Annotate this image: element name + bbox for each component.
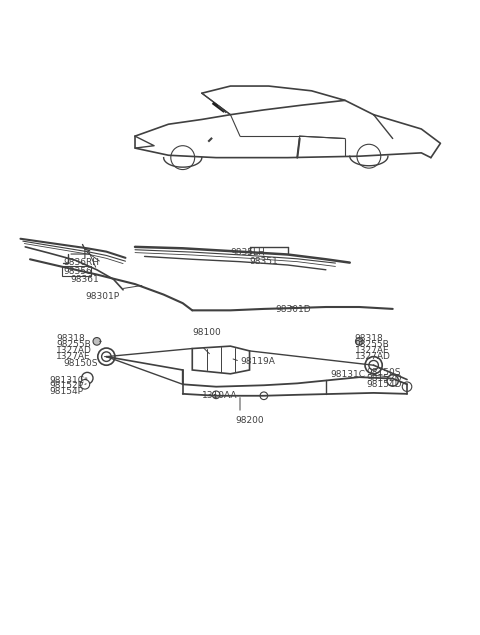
- Text: 98150S: 98150S: [366, 368, 401, 377]
- Text: 98356: 98356: [63, 267, 92, 276]
- Text: 1310AA: 1310AA: [202, 391, 237, 400]
- Circle shape: [93, 338, 101, 345]
- Text: 1327AE: 1327AE: [56, 352, 91, 361]
- Text: 1327AD: 1327AD: [355, 352, 390, 361]
- Text: 98255B: 98255B: [56, 340, 91, 349]
- Text: 98318: 98318: [56, 335, 85, 344]
- Text: 98150S: 98150S: [63, 359, 98, 368]
- Text: 98119A: 98119A: [240, 357, 275, 366]
- Text: 98301P: 98301P: [85, 293, 119, 302]
- Text: 9835LH: 9835LH: [230, 248, 265, 257]
- Circle shape: [365, 357, 382, 374]
- Circle shape: [402, 382, 412, 391]
- Text: 9836RH: 9836RH: [63, 258, 99, 267]
- Circle shape: [369, 361, 378, 370]
- Text: 1327AE: 1327AE: [355, 346, 389, 355]
- Circle shape: [387, 375, 398, 386]
- Text: 98152D: 98152D: [366, 374, 402, 383]
- Circle shape: [357, 144, 381, 168]
- Circle shape: [260, 392, 268, 399]
- Text: 98131C: 98131C: [49, 375, 84, 385]
- Text: 1327AD: 1327AD: [56, 346, 92, 355]
- Text: 98131C: 98131C: [331, 370, 366, 379]
- Text: 98301D: 98301D: [276, 305, 312, 314]
- Circle shape: [212, 391, 220, 399]
- Text: 98255B: 98255B: [355, 340, 389, 349]
- Circle shape: [98, 348, 115, 365]
- Text: 98361: 98361: [71, 276, 99, 284]
- Text: 98154D: 98154D: [366, 380, 402, 389]
- Text: 98318: 98318: [355, 335, 384, 344]
- Text: 98200: 98200: [235, 415, 264, 425]
- Text: 98154P: 98154P: [49, 387, 83, 396]
- Text: 98100: 98100: [192, 328, 221, 337]
- Circle shape: [356, 338, 363, 345]
- Circle shape: [102, 352, 111, 361]
- Circle shape: [82, 372, 93, 384]
- Text: 98152P: 98152P: [49, 381, 83, 391]
- Circle shape: [80, 380, 90, 389]
- Text: 98351: 98351: [250, 257, 278, 266]
- Circle shape: [171, 145, 195, 170]
